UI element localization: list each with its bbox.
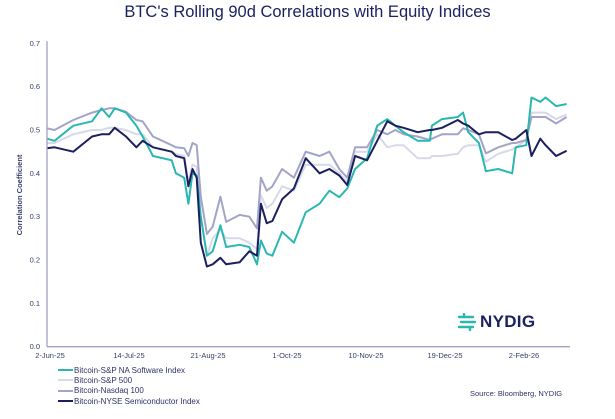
logo-text: NYDIG	[480, 312, 536, 331]
legend-swatch	[58, 389, 73, 392]
axis-layer: 0.0 0.1 0.2 0.3 0.4 0.5 0.6 0.7 2-Jun-25 14-Jul-2…	[30, 39, 570, 360]
nydig-logo-icon	[457, 313, 477, 331]
legend-item-software: Bitcoin-S&P NA Software Index	[58, 365, 200, 375]
x-tick-label: 2-Jun-25	[35, 351, 65, 360]
nydig-logo: NYDIG	[457, 312, 535, 332]
legend-swatch	[58, 369, 73, 372]
x-tick-label: 21-Aug-25	[190, 351, 225, 360]
legend-item-sp500: Bitcoin-S&P 500	[58, 375, 200, 385]
legend: Bitcoin-S&P NA Software Index Bitcoin-S&…	[58, 365, 200, 406]
legend-label: Bitcoin-NYSE Semiconductor Index	[74, 396, 200, 406]
legend-item-nasdaq: Bitcoin-Nasdaq 100	[58, 386, 200, 396]
x-tick-label: 14-Jul-25	[113, 351, 144, 360]
legend-item-semiconductor: Bitcoin-NYSE Semiconductor Index	[58, 396, 200, 406]
legend-label: Bitcoin-S&P NA Software Index	[74, 365, 186, 375]
legend-label: Bitcoin-S&P 500	[74, 375, 133, 385]
y-tick-label: 0.3	[30, 212, 40, 221]
y-tick-label: 0.1	[30, 299, 40, 308]
x-tick-label: 10-Nov-25	[348, 351, 383, 360]
y-tick-label: 0.0	[30, 342, 40, 351]
y-tick-label: 0.6	[30, 82, 40, 91]
x-tick-label: 19-Dec-25	[427, 351, 462, 360]
y-tick-label: 0.7	[30, 39, 40, 48]
series-line-bitcoin-nyse-semiconductor-index	[46, 119, 568, 268]
legend-label: Bitcoin-Nasdaq 100	[74, 386, 144, 396]
source-note: Source: Bloomberg, NYDIG	[470, 389, 563, 398]
y-tick-label: 0.4	[30, 169, 40, 178]
x-tick-label: 2-Feb-26	[509, 351, 539, 360]
x-tick-label: 1-Oct-25	[272, 351, 301, 360]
y-tick-label: 0.2	[30, 256, 40, 265]
chart-title: BTC's Rolling 90d Correlations with Equi…	[124, 3, 491, 21]
series-line-bitcoin-s-p-500	[47, 111, 568, 257]
legend-swatch	[58, 379, 73, 382]
series-line-bitcoin-nasdaq-100	[46, 107, 568, 235]
series-layer	[46, 96, 568, 268]
y-axis-label: Correlation Coefficient	[15, 154, 24, 235]
legend-swatch	[58, 400, 73, 403]
y-tick-label: 0.5	[30, 125, 40, 134]
series-line-bitcoin-s-p-na-software-index	[46, 96, 567, 266]
